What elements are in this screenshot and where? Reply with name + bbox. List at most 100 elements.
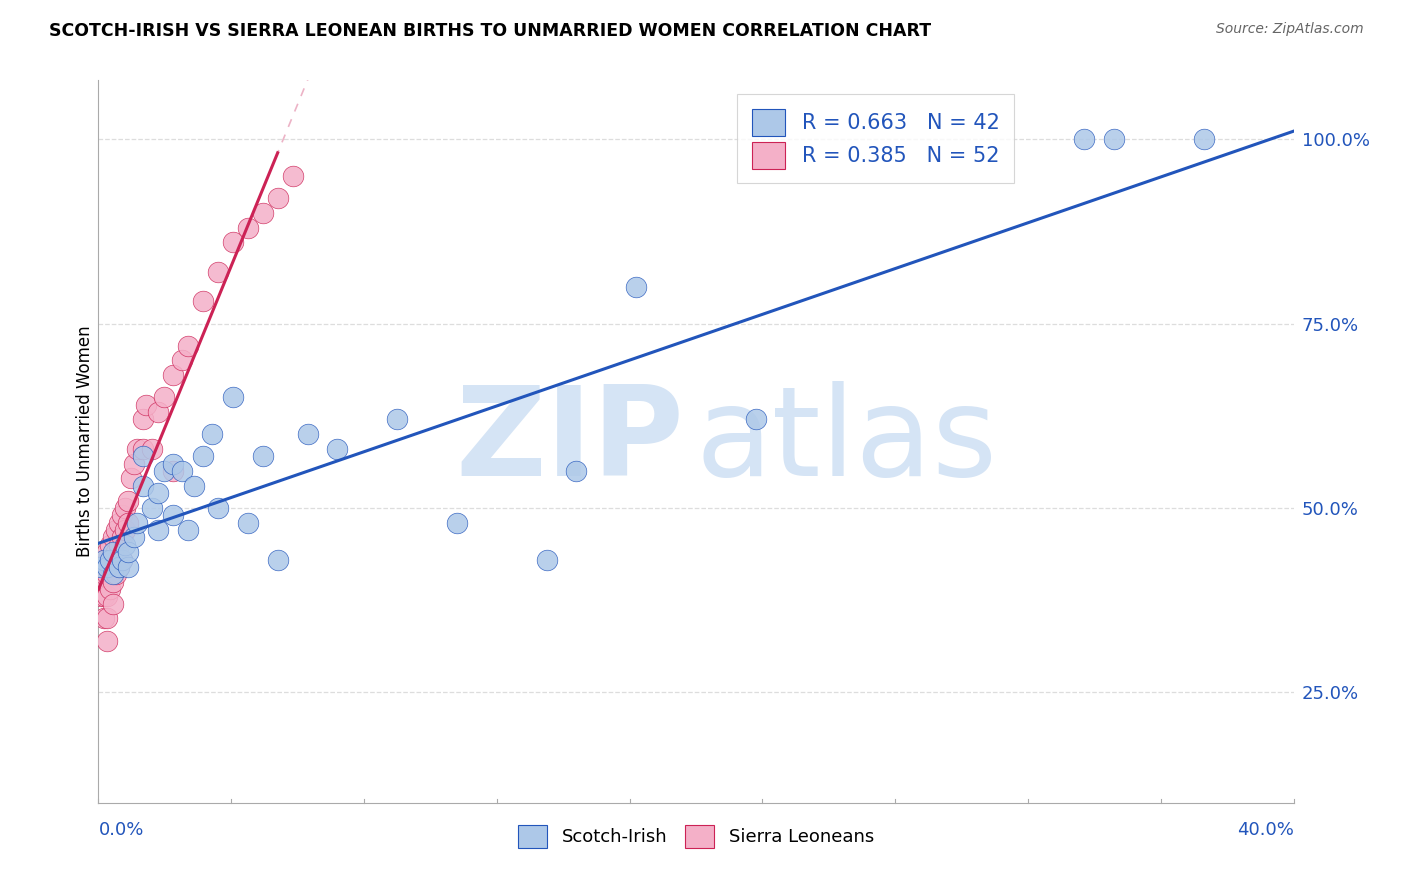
Point: [135, 398, 157, 412]
Point: [162, 457, 184, 471]
Point: [114, 500, 136, 515]
Point: [117, 560, 139, 574]
Point: [162, 508, 184, 523]
Point: [124, 530, 146, 544]
Point: [236, 516, 259, 530]
Point: [120, 471, 142, 485]
Point: [105, 523, 128, 537]
Point: [103, 552, 125, 566]
Point: [96, 567, 118, 582]
Point: [103, 545, 125, 559]
Point: [177, 339, 200, 353]
Point: [98, 582, 122, 596]
Point: [745, 412, 768, 426]
Point: [93, 611, 115, 625]
Point: [536, 552, 558, 566]
Point: [141, 500, 163, 515]
Point: [207, 500, 229, 515]
Point: [93, 590, 115, 604]
Text: 40.0%: 40.0%: [1237, 822, 1294, 839]
Point: [153, 464, 176, 478]
Point: [141, 442, 163, 456]
Point: [177, 523, 200, 537]
Point: [236, 220, 259, 235]
Point: [98, 538, 122, 552]
Point: [96, 611, 118, 625]
Point: [132, 479, 155, 493]
Point: [191, 294, 214, 309]
Point: [222, 390, 245, 404]
Legend: Scotch-Irish, Sierra Leoneans: Scotch-Irish, Sierra Leoneans: [508, 814, 884, 859]
Point: [1104, 132, 1126, 146]
Point: [172, 353, 194, 368]
Point: [267, 191, 290, 205]
Point: [565, 464, 588, 478]
Point: [132, 450, 155, 464]
Point: [111, 508, 134, 523]
Point: [114, 538, 136, 552]
Point: [96, 560, 118, 574]
Point: [98, 552, 122, 566]
Point: [162, 368, 184, 383]
Point: [90, 560, 112, 574]
Point: [124, 457, 146, 471]
Point: [108, 538, 131, 552]
Point: [207, 265, 229, 279]
Text: atlas: atlas: [696, 381, 998, 502]
Point: [103, 597, 125, 611]
Point: [1073, 132, 1095, 146]
Point: [96, 545, 118, 559]
Point: [446, 516, 468, 530]
Point: [98, 560, 122, 574]
Point: [201, 427, 224, 442]
Point: [111, 552, 134, 566]
Point: [172, 464, 194, 478]
Text: 0.0%: 0.0%: [98, 822, 143, 839]
Point: [153, 390, 176, 404]
Point: [183, 479, 205, 493]
Point: [93, 567, 115, 582]
Point: [267, 552, 290, 566]
Text: ZIP: ZIP: [456, 381, 685, 502]
Point: [162, 464, 184, 478]
Point: [105, 567, 128, 582]
Point: [1192, 132, 1215, 146]
Point: [127, 516, 149, 530]
Point: [103, 567, 125, 582]
Point: [297, 427, 319, 442]
Point: [117, 545, 139, 559]
Point: [148, 405, 170, 419]
Point: [148, 523, 170, 537]
Point: [148, 486, 170, 500]
Text: Source: ZipAtlas.com: Source: ZipAtlas.com: [1216, 22, 1364, 37]
Point: [385, 412, 409, 426]
Point: [103, 574, 125, 589]
Point: [96, 633, 118, 648]
Point: [111, 530, 134, 544]
Point: [117, 493, 139, 508]
Point: [191, 450, 214, 464]
Point: [90, 560, 112, 574]
Point: [93, 552, 115, 566]
Point: [108, 516, 131, 530]
Point: [90, 574, 112, 589]
Point: [132, 442, 155, 456]
Point: [626, 279, 648, 293]
Point: [93, 552, 115, 566]
Y-axis label: Births to Unmarried Women: Births to Unmarried Women: [76, 326, 94, 558]
Point: [103, 530, 125, 544]
Point: [326, 442, 349, 456]
Point: [111, 552, 134, 566]
Point: [96, 590, 118, 604]
Point: [108, 560, 131, 574]
Point: [127, 442, 149, 456]
Point: [252, 450, 274, 464]
Point: [252, 206, 274, 220]
Point: [114, 523, 136, 537]
Text: SCOTCH-IRISH VS SIERRA LEONEAN BIRTHS TO UNMARRIED WOMEN CORRELATION CHART: SCOTCH-IRISH VS SIERRA LEONEAN BIRTHS TO…: [49, 22, 931, 40]
Point: [105, 545, 128, 559]
Point: [90, 590, 112, 604]
Point: [132, 412, 155, 426]
Point: [117, 516, 139, 530]
Point: [108, 560, 131, 574]
